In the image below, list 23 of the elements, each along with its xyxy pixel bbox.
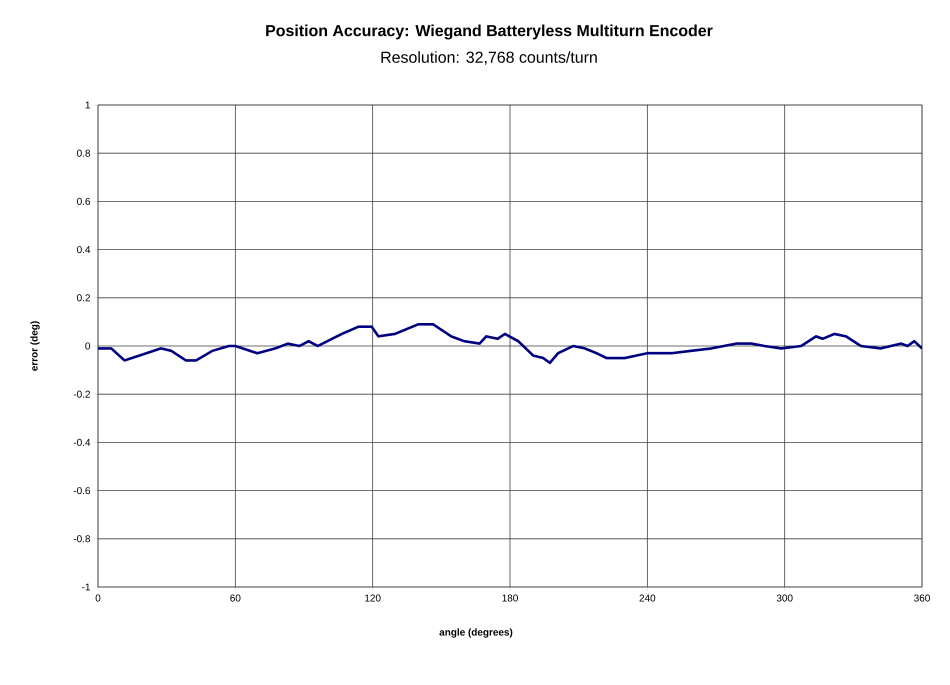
y-tick-label: 0.2 [77, 294, 90, 302]
x-axis-title: angle (degrees) [439, 628, 512, 638]
x-tick-label: 360 [914, 594, 930, 602]
y-tick-label: -0.4 [74, 438, 90, 446]
y-tick-label: -1 [82, 584, 90, 590]
y-tick-label: 0.6 [77, 198, 90, 205]
chart-subtitle: Resolution: 32,768 counts/turn [381, 51, 597, 65]
y-tick-label: 1 [86, 102, 90, 108]
y-tick-label: 0 [85, 342, 90, 350]
x-tick-label: 60 [230, 594, 240, 602]
y-tick-label: -0.6 [74, 487, 90, 494]
line-series [98, 323, 922, 364]
y-tick-label: -0.8 [74, 535, 90, 542]
y-tick-label: 0.4 [77, 246, 90, 254]
y-tick-label: 0.8 [77, 150, 90, 157]
chart-title: Position Accuracy: Wiegand Batteryless Multiturn Encoder [266, 24, 713, 40]
y-tick-label: -0.2 [74, 390, 90, 398]
x-tick-label: 120 [365, 594, 381, 602]
x-tick-label: 300 [776, 594, 793, 602]
y-axis-title: error (deg) [30, 321, 40, 371]
x-tick-label: 0 [96, 594, 100, 602]
x-tick-label: 180 [502, 594, 518, 602]
x-tick-label: 240 [640, 594, 656, 602]
